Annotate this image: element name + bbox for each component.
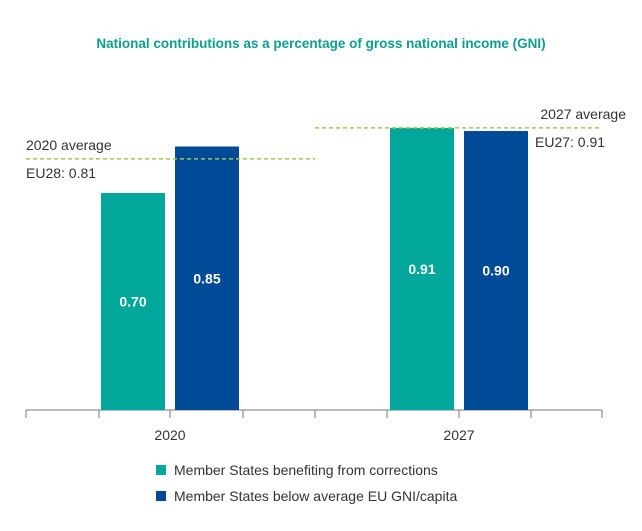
- average-value-label-2020: EU28: 0.81: [26, 165, 96, 181]
- bar-value-label-2020-series-2: 0.85: [193, 270, 220, 286]
- chart-title: National contributions as a percentage o…: [96, 36, 546, 51]
- legend-item-1: Member States benefiting from correction…: [156, 462, 438, 478]
- bar-2020-series-2: [175, 146, 239, 410]
- bar-2027-series-1: [390, 127, 454, 411]
- legend-label-1: Member States benefiting from correction…: [174, 462, 438, 478]
- average-label-2027: 2027 average: [540, 106, 626, 122]
- average-value-label-2027: EU27: 0.91: [535, 134, 605, 150]
- average-label-2020: 2020 average: [26, 137, 112, 153]
- legend-label-2: Member States below average EU GNI/capit…: [174, 488, 458, 504]
- legend-swatch-1: [156, 465, 166, 475]
- bar-chart: 2020 2027 0.70 0.91 0.85 0.90 2020 average EU28…: [25, 106, 626, 443]
- x-tick-label-2020: 2020: [154, 427, 185, 443]
- bar-2027-series-2: [464, 131, 528, 410]
- bar-value-label-2020-series-1: 0.70: [119, 294, 146, 310]
- bar-value-label-2027-series-1: 0.91: [408, 261, 435, 277]
- bar-2020-series-1: [101, 193, 165, 410]
- legend-swatch-2: [156, 491, 166, 501]
- legend-item-2: Member States below average EU GNI/capit…: [156, 488, 457, 504]
- x-tick-label-2027: 2027: [443, 427, 474, 443]
- bar-value-label-2027-series-2: 0.90: [482, 263, 509, 279]
